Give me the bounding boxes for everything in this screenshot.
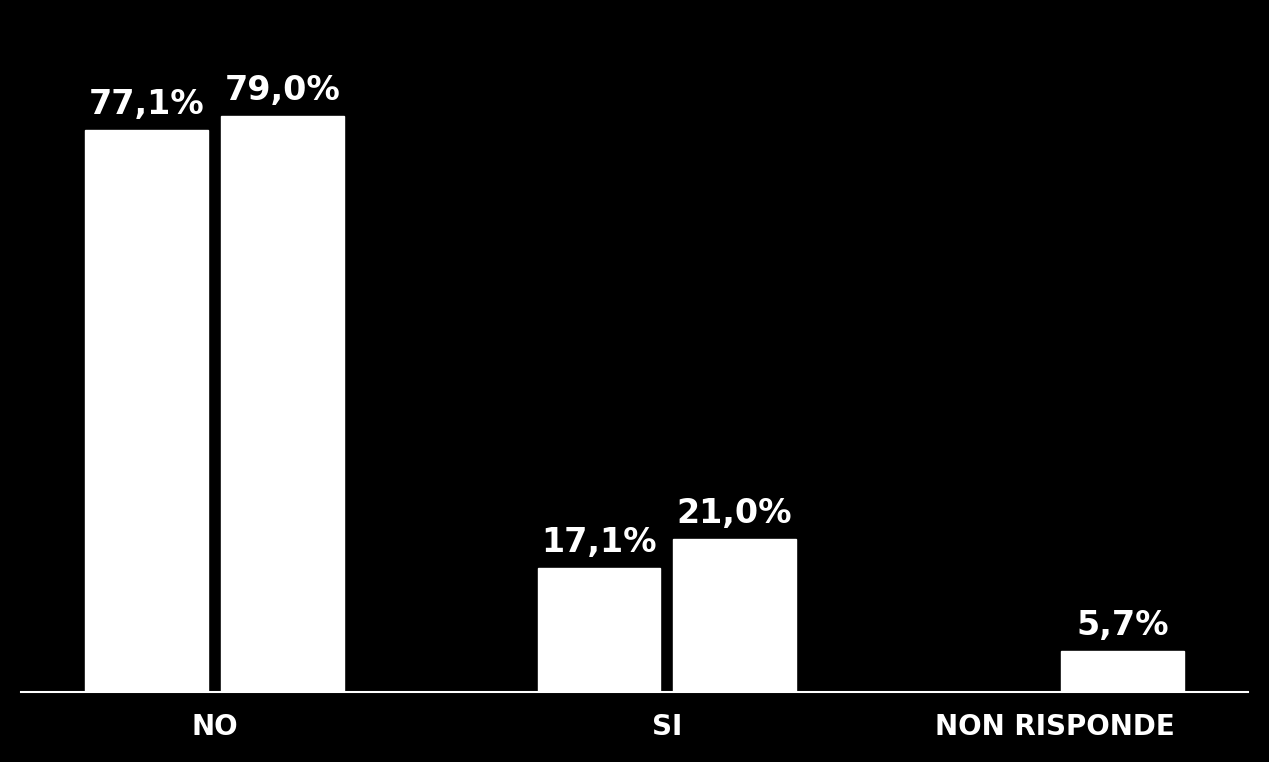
Text: 79,0%: 79,0%: [225, 74, 340, 107]
Bar: [221, 116, 344, 693]
Text: 77,1%: 77,1%: [89, 88, 204, 121]
Bar: [1061, 651, 1184, 693]
Bar: [674, 539, 796, 693]
Text: 5,7%: 5,7%: [1076, 609, 1169, 642]
Bar: [85, 130, 208, 693]
Text: 17,1%: 17,1%: [541, 526, 657, 559]
Text: 21,0%: 21,0%: [676, 498, 792, 530]
Bar: [538, 568, 660, 693]
